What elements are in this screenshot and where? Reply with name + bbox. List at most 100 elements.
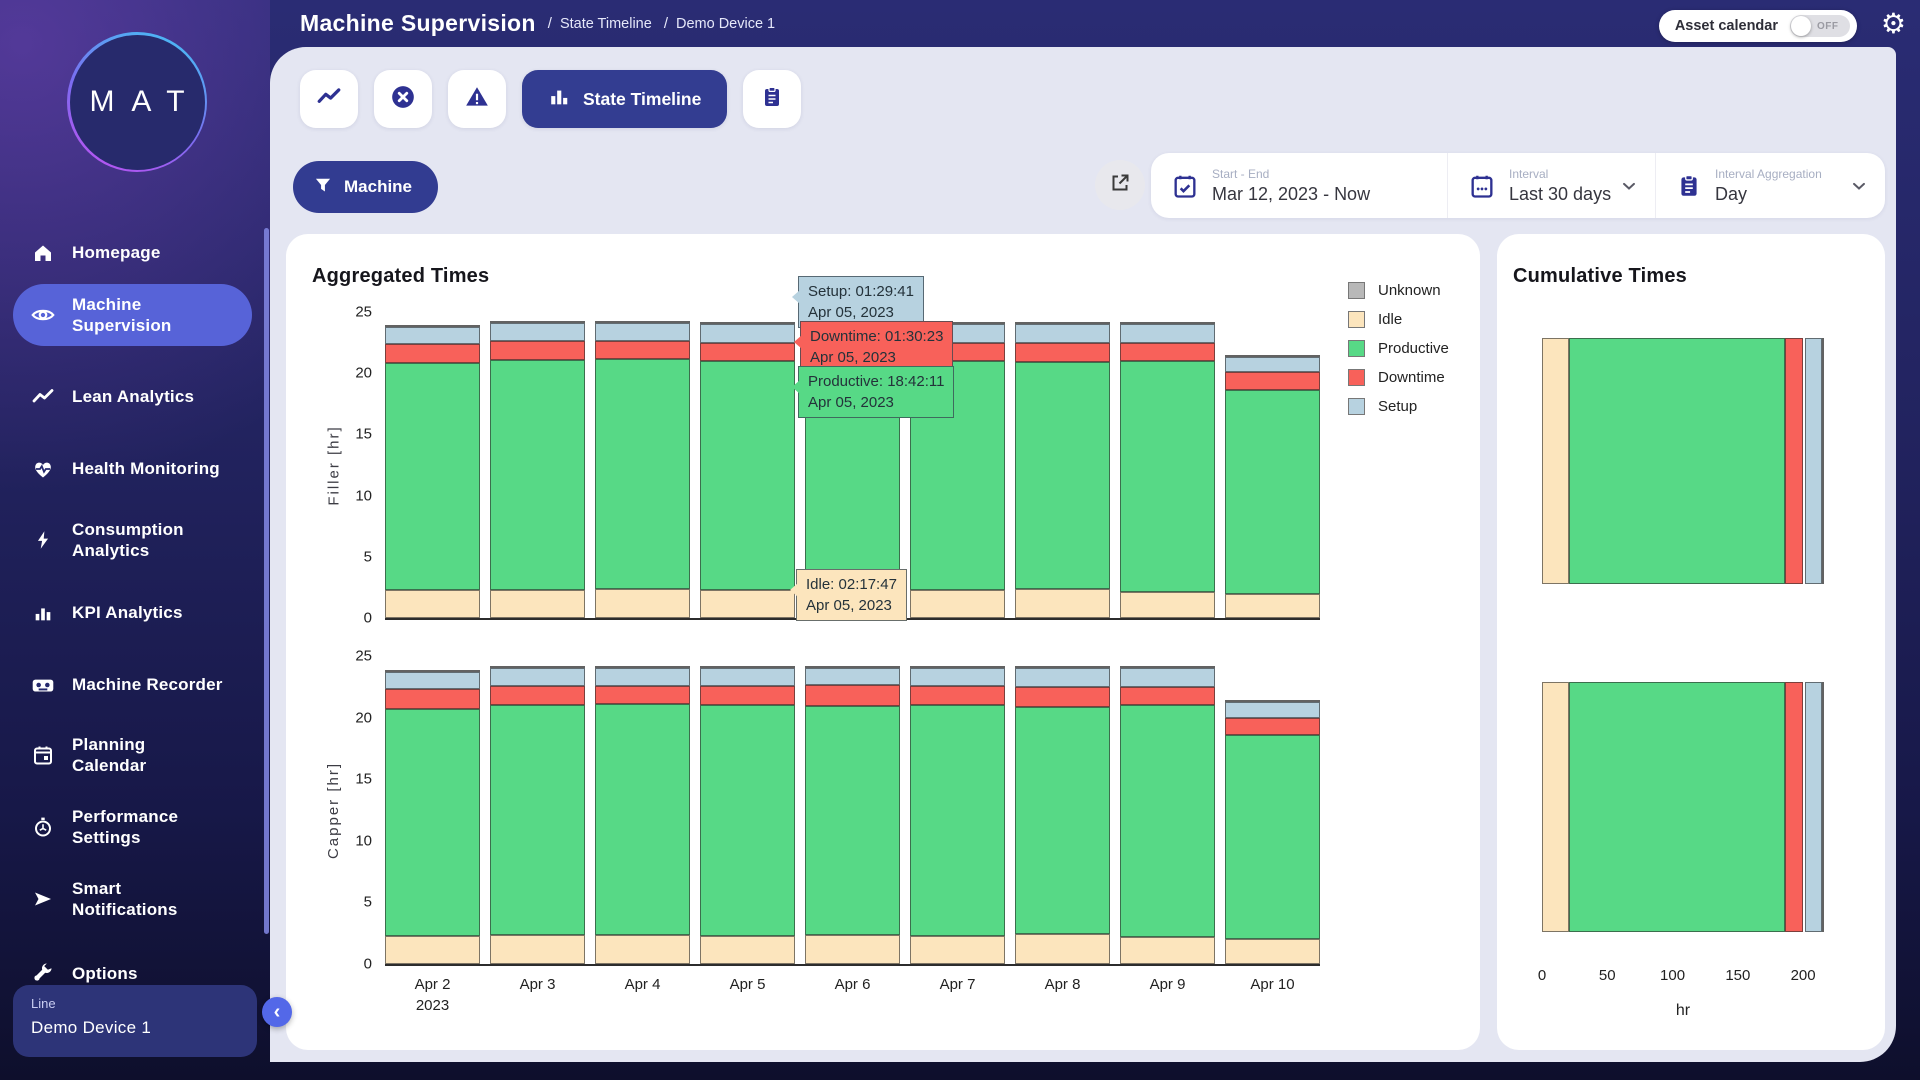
sidebar-item-health-monitoring[interactable]: Health Monitoring — [0, 454, 270, 484]
unknown-segment[interactable] — [490, 666, 585, 668]
productive-segment[interactable] — [910, 705, 1005, 935]
productive-segment[interactable] — [595, 359, 690, 590]
bar-filler-3[interactable] — [595, 312, 690, 618]
unknown-segment[interactable] — [385, 670, 480, 672]
downtime-segment[interactable] — [700, 343, 795, 361]
downtime-segment[interactable] — [385, 689, 480, 709]
unknown-segment[interactable] — [1822, 682, 1824, 932]
downtime-segment[interactable] — [1225, 718, 1320, 736]
downtime-segment[interactable] — [595, 341, 690, 358]
tab-errors[interactable] — [374, 70, 432, 128]
bar-capper-4[interactable] — [700, 656, 795, 964]
date-range-picker[interactable]: Start - End Mar 12, 2023 - Now — [1151, 153, 1447, 218]
setup-segment[interactable] — [1015, 324, 1110, 343]
bar-capper-8[interactable] — [1120, 656, 1215, 964]
unknown-segment[interactable] — [910, 666, 1005, 668]
downtime-segment[interactable] — [910, 686, 1005, 705]
capper-stacked-bar-chart[interactable] — [385, 656, 1320, 966]
setup-segment[interactable] — [805, 668, 900, 685]
interval-aggregation-select[interactable]: Interval Aggregation Day — [1655, 153, 1885, 218]
productive-segment[interactable] — [490, 705, 585, 935]
cumulative-bar-filler[interactable] — [1542, 338, 1824, 584]
downtime-segment[interactable] — [1785, 682, 1803, 932]
setup-segment[interactable] — [910, 668, 1005, 686]
legend-item-productive[interactable]: Productive — [1348, 340, 1449, 357]
setup-segment[interactable] — [490, 323, 585, 341]
downtime-segment[interactable] — [1785, 338, 1803, 584]
downtime-segment[interactable] — [595, 686, 690, 704]
legend-item-downtime[interactable]: Downtime — [1348, 369, 1449, 386]
idle-segment[interactable] — [1225, 939, 1320, 964]
productive-segment[interactable] — [1225, 390, 1320, 593]
setup-segment[interactable] — [1225, 702, 1320, 718]
productive-segment[interactable] — [700, 705, 795, 935]
bar-capper-7[interactable] — [1015, 656, 1110, 964]
unknown-segment[interactable] — [595, 666, 690, 668]
chevron-down-icon[interactable] — [1619, 176, 1639, 196]
sidebar-collapse-button[interactable]: ‹ — [262, 997, 292, 1027]
unknown-segment[interactable] — [1120, 666, 1215, 668]
unknown-segment[interactable] — [1225, 700, 1320, 702]
downtime-segment[interactable] — [1225, 372, 1320, 390]
productive-segment[interactable] — [385, 363, 480, 589]
idle-segment[interactable] — [385, 590, 480, 618]
idle-segment[interactable] — [910, 936, 1005, 964]
unknown-segment[interactable] — [1822, 338, 1824, 584]
sidebar-item-consumption-analytics[interactable]: Consumption Analytics — [0, 512, 270, 568]
idle-segment[interactable] — [490, 935, 585, 964]
sidebar-item-machine-supervision[interactable]: Machine Supervision — [13, 284, 252, 346]
idle-segment[interactable] — [1542, 682, 1569, 932]
idle-segment[interactable] — [490, 590, 585, 618]
sidebar-item-machine-recorder[interactable]: Machine Recorder — [0, 670, 270, 700]
downtime-segment[interactable] — [490, 341, 585, 359]
bar-filler-2[interactable] — [490, 312, 585, 618]
downtime-segment[interactable] — [490, 686, 585, 706]
asset-calendar-toggle[interactable]: Asset calendar OFF — [1659, 10, 1857, 42]
productive-segment[interactable] — [1015, 707, 1110, 934]
device-selector-panel[interactable]: Line Demo Device 1 — [13, 985, 257, 1057]
idle-segment[interactable] — [1015, 934, 1110, 964]
unknown-segment[interactable] — [1225, 355, 1320, 357]
productive-segment[interactable] — [1120, 361, 1215, 592]
sidebar-item-homepage[interactable]: Homepage — [0, 238, 270, 268]
setup-segment[interactable] — [1015, 668, 1110, 686]
idle-segment[interactable] — [1015, 589, 1110, 618]
unknown-segment[interactable] — [805, 666, 900, 668]
setup-segment[interactable] — [1120, 324, 1215, 342]
legend-item-idle[interactable]: Idle — [1348, 311, 1449, 328]
bar-filler-7[interactable] — [1015, 312, 1110, 618]
tab-reports[interactable] — [743, 70, 801, 128]
unknown-segment[interactable] — [1015, 322, 1110, 324]
productive-segment[interactable] — [805, 706, 900, 935]
tab-state-timeline[interactable]: State Timeline — [522, 70, 727, 128]
bar-filler-4[interactable] — [700, 312, 795, 618]
unknown-segment[interactable] — [1015, 666, 1110, 668]
bar-capper-2[interactable] — [490, 656, 585, 964]
bar-filler-8[interactable] — [1120, 312, 1215, 618]
setup-segment[interactable] — [1225, 357, 1320, 372]
chevron-down-icon[interactable] — [1849, 176, 1869, 196]
setup-segment[interactable] — [595, 323, 690, 341]
productive-segment[interactable] — [700, 361, 795, 590]
machine-filter-button[interactable]: Machine — [293, 161, 438, 213]
export-button[interactable] — [1095, 160, 1145, 210]
setup-segment[interactable] — [1120, 668, 1215, 686]
downtime-segment[interactable] — [1015, 687, 1110, 707]
downtime-segment[interactable] — [385, 344, 480, 364]
productive-segment[interactable] — [1120, 705, 1215, 937]
breadcrumb-state-timeline[interactable]: State Timeline — [560, 16, 652, 32]
unknown-segment[interactable] — [700, 322, 795, 324]
setup-segment[interactable] — [385, 672, 480, 689]
sidebar-scrollbar[interactable] — [264, 228, 269, 934]
idle-segment[interactable] — [1542, 338, 1569, 584]
cumulative-bar-capper[interactable] — [1542, 682, 1824, 932]
downtime-segment[interactable] — [1120, 687, 1215, 705]
tab-line-chart[interactable] — [300, 70, 358, 128]
idle-segment[interactable] — [1225, 594, 1320, 618]
setup-segment[interactable] — [700, 668, 795, 686]
bar-filler-1[interactable] — [385, 312, 480, 618]
idle-segment[interactable] — [805, 935, 900, 964]
idle-segment[interactable] — [1120, 937, 1215, 964]
bar-filler-9[interactable] — [1225, 312, 1320, 618]
setup-segment[interactable] — [700, 324, 795, 342]
